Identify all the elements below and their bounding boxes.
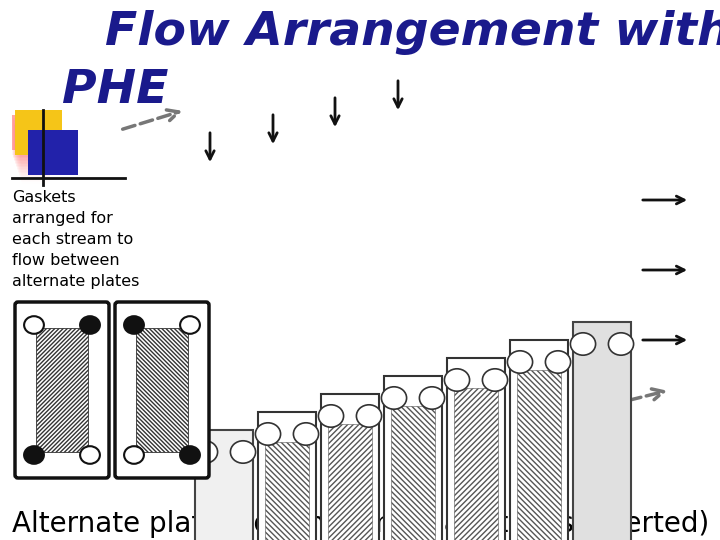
Bar — [12, 115, 48, 150]
Ellipse shape — [570, 333, 595, 355]
Text: Flow Arrangement within a: Flow Arrangement within a — [105, 10, 720, 55]
Ellipse shape — [482, 369, 508, 391]
Bar — [447, 358, 505, 540]
Ellipse shape — [318, 405, 343, 427]
Bar — [16, 135, 50, 167]
Ellipse shape — [356, 405, 382, 427]
Bar — [454, 388, 498, 540]
Bar — [15, 110, 62, 155]
Ellipse shape — [230, 441, 256, 463]
Bar — [258, 412, 316, 540]
Bar — [14, 123, 50, 159]
Bar — [13, 120, 50, 158]
Ellipse shape — [419, 387, 445, 409]
Bar — [28, 130, 78, 175]
Text: PHE: PHE — [62, 68, 168, 113]
Bar — [15, 130, 50, 164]
Bar — [321, 394, 379, 540]
Ellipse shape — [180, 316, 200, 334]
Ellipse shape — [192, 441, 217, 463]
Bar — [12, 115, 50, 155]
Ellipse shape — [256, 423, 281, 445]
Bar — [391, 406, 435, 540]
Bar — [21, 160, 50, 182]
Bar — [510, 340, 568, 540]
FancyBboxPatch shape — [136, 328, 188, 452]
Bar — [19, 147, 50, 174]
Bar — [265, 442, 309, 540]
FancyBboxPatch shape — [15, 302, 109, 478]
Bar — [22, 163, 50, 184]
Bar — [18, 145, 50, 173]
Bar — [12, 118, 50, 157]
Bar — [384, 376, 442, 540]
Text: Alternate plates (often same plate types inverted): Alternate plates (often same plate types… — [12, 510, 709, 538]
Bar — [20, 155, 50, 179]
Ellipse shape — [24, 316, 44, 334]
Bar — [195, 430, 253, 540]
Bar — [20, 158, 50, 180]
Bar — [17, 143, 50, 172]
Ellipse shape — [24, 446, 44, 464]
Ellipse shape — [444, 369, 469, 391]
FancyBboxPatch shape — [36, 328, 88, 452]
Bar — [16, 132, 50, 165]
Bar — [573, 322, 631, 540]
Bar — [19, 150, 50, 176]
FancyBboxPatch shape — [115, 302, 209, 478]
Ellipse shape — [608, 333, 634, 355]
Ellipse shape — [80, 446, 100, 464]
Ellipse shape — [508, 351, 533, 373]
Ellipse shape — [80, 316, 100, 334]
Ellipse shape — [294, 423, 319, 445]
Ellipse shape — [124, 446, 144, 464]
Bar — [17, 138, 50, 168]
Ellipse shape — [382, 387, 407, 409]
Bar — [14, 125, 50, 161]
Bar — [14, 127, 50, 163]
Bar — [328, 424, 372, 540]
Bar — [17, 140, 50, 170]
Bar — [517, 370, 561, 540]
Text: Gaskets
arranged for
each stream to
flow between
alternate plates: Gaskets arranged for each stream to flow… — [12, 190, 140, 289]
Ellipse shape — [180, 446, 200, 464]
Ellipse shape — [546, 351, 571, 373]
Bar — [19, 152, 50, 178]
Ellipse shape — [124, 316, 144, 334]
